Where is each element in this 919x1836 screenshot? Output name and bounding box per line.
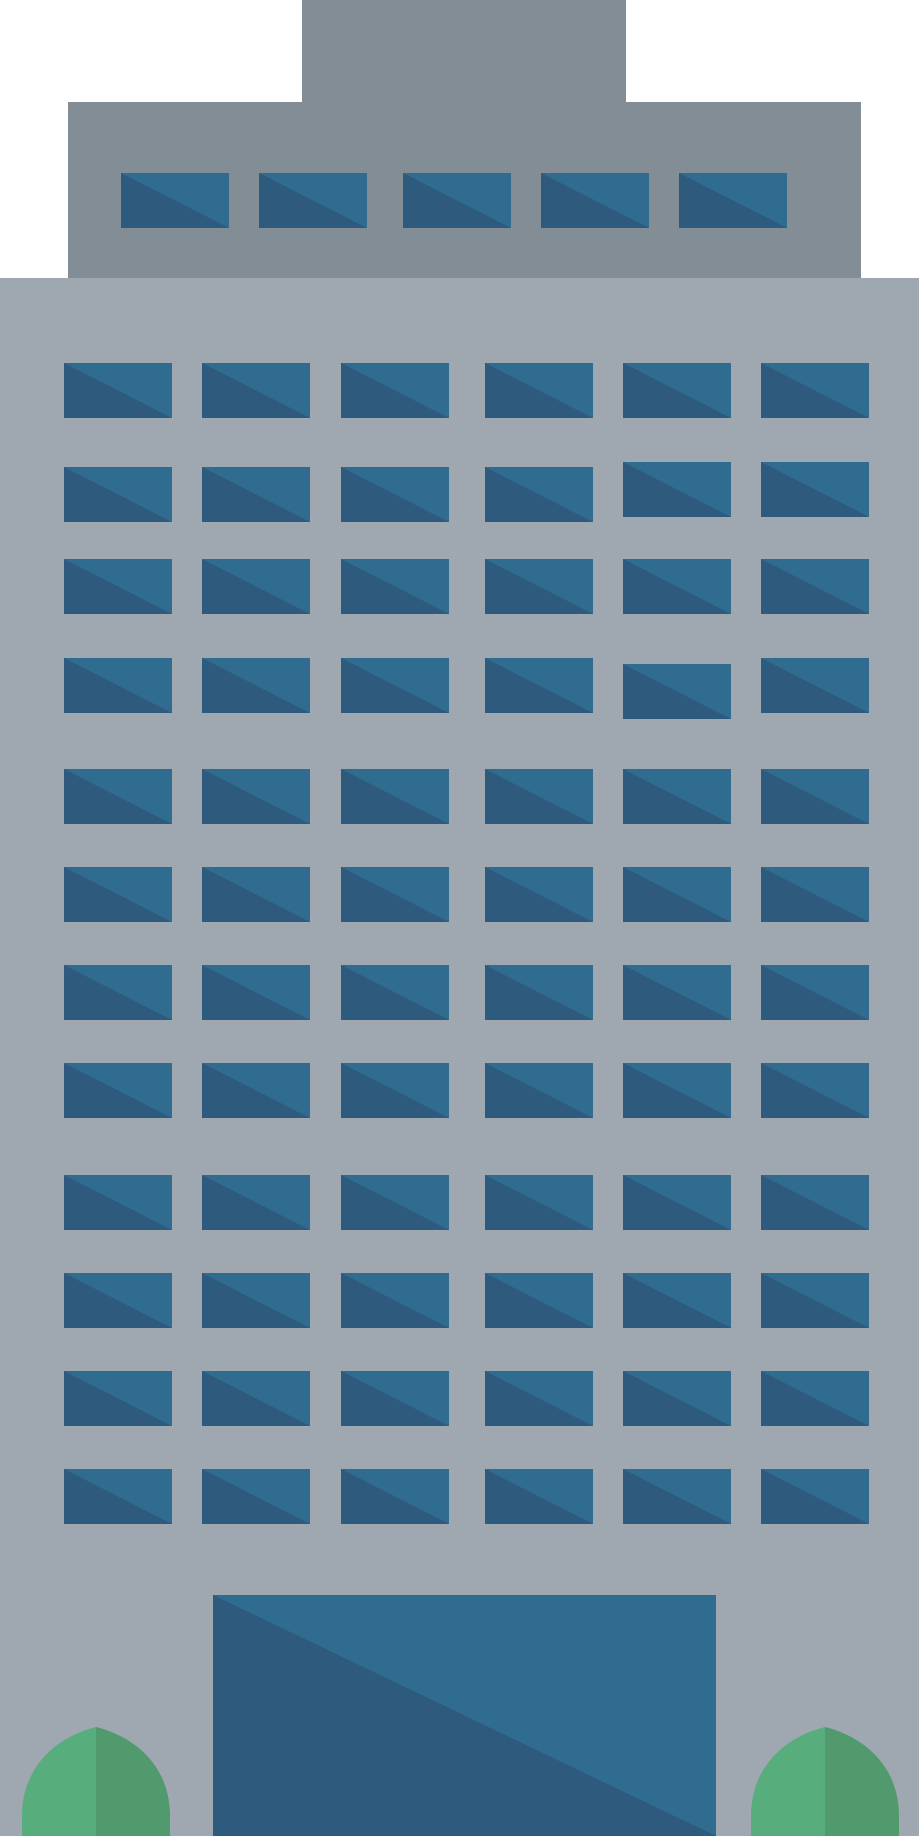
- window: [623, 1469, 731, 1524]
- window: [64, 769, 172, 824]
- window: [761, 769, 869, 824]
- window: [761, 867, 869, 922]
- tree-left: [22, 1727, 170, 1836]
- window: [623, 769, 731, 824]
- window: [485, 1175, 593, 1230]
- window: [121, 173, 229, 228]
- window: [623, 1371, 731, 1426]
- window: [761, 1371, 869, 1426]
- window: [761, 1273, 869, 1328]
- window: [485, 965, 593, 1020]
- window: [64, 363, 172, 418]
- window: [623, 965, 731, 1020]
- window: [623, 867, 731, 922]
- window: [341, 769, 449, 824]
- window: [341, 1371, 449, 1426]
- window: [64, 658, 172, 713]
- window: [341, 559, 449, 614]
- window: [341, 1273, 449, 1328]
- window: [761, 1469, 869, 1524]
- window: [64, 867, 172, 922]
- tower-top-block: [302, 0, 626, 110]
- window: [341, 1469, 449, 1524]
- window: [623, 664, 731, 719]
- window: [761, 1063, 869, 1118]
- window: [623, 1063, 731, 1118]
- window: [341, 1063, 449, 1118]
- window: [202, 363, 310, 418]
- window: [403, 173, 511, 228]
- window: [761, 1175, 869, 1230]
- window: [64, 965, 172, 1020]
- window: [485, 1371, 593, 1426]
- window: [341, 867, 449, 922]
- window: [341, 658, 449, 713]
- window: [202, 867, 310, 922]
- window: [202, 769, 310, 824]
- window: [679, 173, 787, 228]
- window: [64, 1063, 172, 1118]
- window: [761, 559, 869, 614]
- window: [202, 467, 310, 522]
- door-panel: [213, 1595, 716, 1836]
- window: [341, 965, 449, 1020]
- tree-foliage-right: [825, 1727, 899, 1836]
- window: [623, 1273, 731, 1328]
- window: [341, 363, 449, 418]
- window: [202, 965, 310, 1020]
- window: [541, 173, 649, 228]
- main-windows: [64, 363, 869, 1524]
- window: [202, 1175, 310, 1230]
- window: [485, 769, 593, 824]
- window: [202, 559, 310, 614]
- window: [485, 467, 593, 522]
- entrance-door: [213, 1595, 716, 1836]
- window: [761, 965, 869, 1020]
- window: [64, 559, 172, 614]
- window: [202, 1371, 310, 1426]
- window: [761, 658, 869, 713]
- window: [623, 363, 731, 418]
- tree-foliage-left: [751, 1727, 825, 1836]
- window: [485, 363, 593, 418]
- window: [485, 1063, 593, 1118]
- window: [623, 1175, 731, 1230]
- window: [341, 467, 449, 522]
- window: [485, 658, 593, 713]
- tree-right: [751, 1727, 899, 1836]
- window: [202, 1063, 310, 1118]
- window: [202, 1469, 310, 1524]
- window: [202, 658, 310, 713]
- window: [485, 1469, 593, 1524]
- window: [64, 1273, 172, 1328]
- window: [623, 559, 731, 614]
- window: [202, 1273, 310, 1328]
- window: [341, 1175, 449, 1230]
- top-windows: [121, 173, 787, 228]
- window: [623, 462, 731, 517]
- window: [485, 867, 593, 922]
- window: [761, 462, 869, 517]
- window: [761, 363, 869, 418]
- window: [485, 559, 593, 614]
- window: [485, 1273, 593, 1328]
- tree-foliage-left: [22, 1727, 96, 1836]
- window: [64, 467, 172, 522]
- tower-body: [0, 278, 919, 1836]
- window: [64, 1175, 172, 1230]
- window: [259, 173, 367, 228]
- window: [64, 1469, 172, 1524]
- window: [64, 1371, 172, 1426]
- tree-foliage-right: [96, 1727, 170, 1836]
